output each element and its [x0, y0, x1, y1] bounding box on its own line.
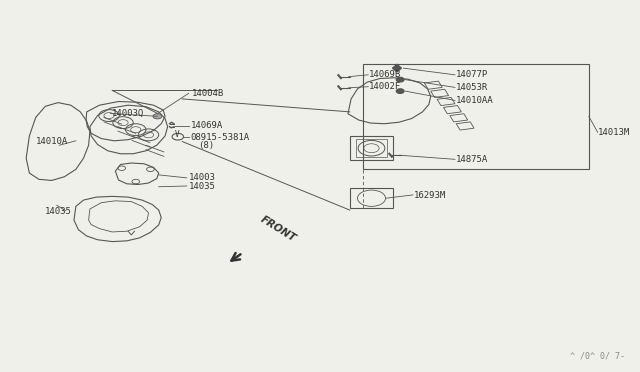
Polygon shape: [392, 64, 401, 72]
Text: 14010AA: 14010AA: [456, 96, 494, 105]
Text: 14053R: 14053R: [456, 83, 488, 92]
Text: 14875A: 14875A: [456, 155, 488, 164]
Text: 14013M: 14013M: [598, 128, 630, 137]
Text: (8): (8): [198, 141, 214, 150]
Text: FRONT: FRONT: [259, 214, 298, 243]
Circle shape: [153, 114, 162, 119]
Text: 14069B: 14069B: [369, 70, 401, 79]
Text: 08915-5381A: 08915-5381A: [191, 132, 250, 142]
Text: 14004B: 14004B: [192, 89, 224, 98]
Circle shape: [396, 77, 404, 82]
Bar: [350, 136, 393, 160]
Text: 14010A: 14010A: [36, 137, 68, 146]
Text: 14002F: 14002F: [369, 82, 401, 91]
Text: V: V: [175, 131, 180, 140]
Text: 14077P: 14077P: [456, 70, 488, 79]
Text: 14035: 14035: [45, 207, 72, 216]
Text: 16293M: 16293M: [413, 191, 446, 200]
Bar: [356, 138, 387, 157]
Bar: [363, 64, 589, 169]
Text: ^ /0^ 0/ 7-: ^ /0^ 0/ 7-: [570, 351, 625, 360]
Text: 14003Q: 14003Q: [112, 109, 145, 118]
Circle shape: [396, 89, 404, 93]
Bar: [350, 188, 393, 208]
Text: 14035: 14035: [189, 182, 216, 191]
Text: 14003: 14003: [189, 173, 216, 182]
Text: 14069A: 14069A: [191, 122, 223, 131]
